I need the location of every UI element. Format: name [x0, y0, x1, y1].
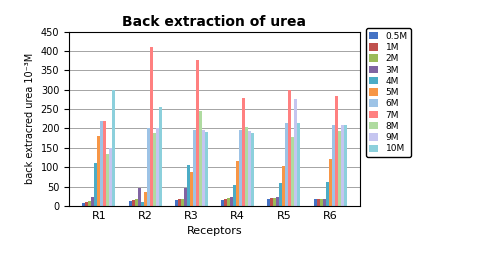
Bar — [224, 199, 227, 206]
Bar — [314, 199, 317, 206]
Bar — [294, 100, 297, 206]
Bar — [317, 199, 319, 206]
X-axis label: Receptors: Receptors — [187, 226, 242, 236]
Bar — [267, 199, 270, 206]
Bar — [156, 129, 159, 206]
Bar — [245, 127, 248, 206]
Title: Back extraction of urea: Back extraction of urea — [122, 15, 307, 29]
Bar — [152, 133, 156, 206]
Bar — [193, 130, 196, 206]
Bar — [221, 200, 224, 206]
Bar — [202, 130, 205, 206]
Bar — [187, 165, 190, 206]
Bar — [91, 197, 94, 206]
Bar — [85, 202, 88, 206]
Bar — [319, 199, 322, 206]
Bar — [288, 90, 291, 206]
Bar — [297, 123, 300, 206]
Bar — [233, 185, 236, 206]
Bar — [100, 121, 104, 206]
Bar — [227, 198, 230, 206]
Bar — [129, 201, 132, 206]
Bar — [239, 130, 242, 206]
Bar — [242, 97, 245, 206]
Bar — [175, 200, 178, 206]
Bar — [104, 121, 106, 206]
Bar — [88, 201, 91, 206]
Bar — [205, 131, 208, 206]
Bar — [236, 161, 239, 206]
Bar — [325, 182, 329, 206]
Bar — [159, 107, 162, 206]
Bar — [112, 90, 115, 206]
Bar — [341, 125, 344, 206]
Bar — [344, 125, 347, 206]
Bar — [248, 131, 251, 206]
Bar — [199, 111, 202, 206]
Bar — [181, 199, 184, 206]
Bar — [291, 137, 294, 206]
Bar — [332, 125, 335, 206]
Bar — [141, 202, 143, 206]
Bar — [338, 131, 341, 206]
Bar — [178, 199, 181, 206]
Bar — [335, 96, 338, 206]
Bar — [329, 159, 332, 206]
Bar — [149, 47, 152, 206]
Bar — [230, 197, 233, 206]
Bar — [146, 129, 149, 206]
Bar — [97, 136, 100, 206]
Bar — [273, 198, 277, 206]
Bar — [135, 199, 138, 206]
Bar — [282, 166, 285, 206]
Legend: 0.5M, 1M, 2M, 3M, 4M, 5M, 6M, 7M, 8M, 9M, 10M: 0.5M, 1M, 2M, 3M, 4M, 5M, 6M, 7M, 8M, 9M… — [366, 28, 411, 157]
Bar — [190, 172, 193, 206]
Bar — [109, 148, 112, 206]
Bar — [270, 198, 273, 206]
Bar — [138, 188, 141, 206]
Bar — [280, 183, 282, 206]
Y-axis label: back extracred urea 10⁻³M: back extracred urea 10⁻³M — [25, 53, 35, 185]
Bar — [251, 133, 254, 206]
Bar — [277, 197, 280, 206]
Bar — [94, 163, 97, 206]
Bar — [106, 154, 109, 206]
Bar — [184, 188, 187, 206]
Bar — [82, 203, 85, 206]
Bar — [322, 199, 325, 206]
Bar — [285, 123, 288, 206]
Bar — [132, 200, 135, 206]
Bar — [196, 60, 199, 206]
Bar — [143, 192, 146, 206]
